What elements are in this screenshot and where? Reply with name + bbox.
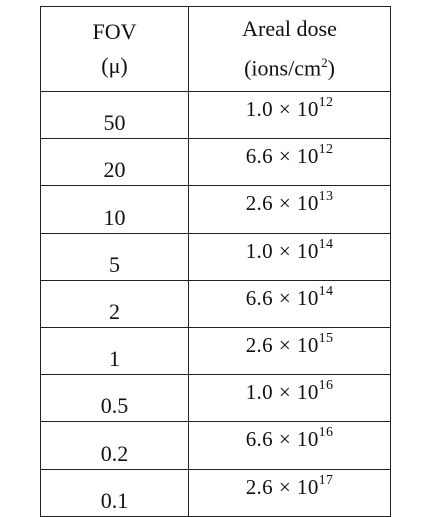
dose-exponent: 12 bbox=[318, 95, 334, 110]
dose-unit-exp: 2 bbox=[321, 55, 328, 71]
dose-exponent: 12 bbox=[318, 142, 334, 158]
table-row: 50 1.0 × 1012 bbox=[40, 90, 391, 140]
dose-value: 2.6 × 1015 bbox=[188, 326, 391, 376]
dose-unit-close: ) bbox=[327, 55, 335, 81]
dose-exponent: 15 bbox=[318, 330, 334, 346]
fov-value: 0.5 bbox=[40, 374, 189, 423]
dose-exponent: 14 bbox=[318, 236, 334, 252]
dose-unit-base: (ions/cm bbox=[244, 55, 322, 81]
fov-dose-table: FOV (μ) Areal dose (ions/cm2) 50 1.0 × 1012… bbox=[40, 6, 391, 517]
times-sign: × bbox=[278, 380, 292, 405]
times-sign: × bbox=[278, 238, 292, 263]
dose-mantissa: 6.6 bbox=[245, 427, 273, 452]
table-row: 0.1 2.6 × 1017 bbox=[40, 468, 391, 517]
dose-mantissa: 6.6 bbox=[245, 144, 273, 169]
table-row: 5 1.0 × 1014 bbox=[40, 232, 391, 281]
times-sign: × bbox=[278, 191, 292, 216]
dose-exponent: 16 bbox=[318, 425, 334, 441]
table-row: 10 2.6 × 1013 bbox=[40, 185, 391, 234]
fov-value: 0.1 bbox=[40, 468, 189, 517]
dose-header-line1: Areal dose bbox=[242, 16, 337, 42]
fov-header-line2: (μ) bbox=[101, 53, 128, 78]
dose-base: 10 bbox=[297, 380, 319, 405]
dose-value: 6.6 × 1012 bbox=[188, 138, 391, 187]
dose-value: 1.0 × 1016 bbox=[188, 374, 391, 423]
dose-exponent: 17 bbox=[318, 472, 334, 488]
fov-value: 20 bbox=[40, 138, 189, 187]
fov-value: 5 bbox=[40, 232, 189, 281]
table-row: 0.2 6.6 × 1016 bbox=[40, 421, 391, 470]
dose-exponent: 14 bbox=[318, 283, 334, 299]
dose-header: Areal dose (ions/cm2) bbox=[188, 6, 391, 92]
dose-base: 10 bbox=[297, 427, 319, 452]
fov-value: 0.2 bbox=[40, 421, 189, 470]
dose-base: 10 bbox=[297, 144, 319, 169]
dose-mantissa: 2.6 bbox=[245, 191, 273, 216]
times-sign: × bbox=[278, 474, 292, 499]
fov-value: 10 bbox=[40, 185, 189, 234]
dose-header-unit: (ions/cm2) bbox=[189, 46, 390, 85]
fov-value: 50 bbox=[40, 90, 189, 140]
dose-exponent: 16 bbox=[318, 378, 334, 394]
dose-value: 1.0 × 1014 bbox=[188, 232, 391, 281]
dose-exponent: 13 bbox=[318, 189, 334, 205]
dose-base: 10 bbox=[297, 97, 319, 121]
table-row: 0.5 1.0 × 1016 bbox=[40, 374, 391, 423]
dose-mantissa: 2.6 bbox=[245, 332, 273, 357]
dose-value: 2.6 × 1017 bbox=[188, 468, 391, 517]
fov-header-line1: FOV bbox=[92, 19, 137, 44]
dose-base: 10 bbox=[297, 474, 319, 499]
times-sign: × bbox=[278, 332, 292, 357]
times-sign: × bbox=[278, 97, 292, 121]
table-row: 2 6.6 × 1014 bbox=[40, 279, 391, 328]
table-row: 20 6.6 × 1012 bbox=[40, 138, 391, 187]
table-row: 1 2.6 × 1015 bbox=[40, 326, 391, 376]
times-sign: × bbox=[278, 285, 292, 310]
fov-header: FOV (μ) bbox=[40, 6, 189, 92]
dose-value: 6.6 × 1016 bbox=[188, 421, 391, 470]
dose-value: 1.0 × 1012 bbox=[188, 90, 391, 140]
fov-value: 1 bbox=[40, 326, 189, 376]
table-body: 50 1.0 × 1012 20 6.6 × 1012 10 2.6 × 1013 5 1.0 × 1014 2… bbox=[40, 90, 391, 517]
dose-base: 10 bbox=[297, 332, 319, 357]
table-header-row: FOV (μ) Areal dose (ions/cm2) bbox=[40, 6, 391, 92]
dose-mantissa: 1.0 bbox=[245, 380, 273, 405]
dose-mantissa: 1.0 bbox=[245, 97, 273, 121]
dose-base: 10 bbox=[297, 238, 319, 263]
dose-mantissa: 2.6 bbox=[245, 474, 273, 499]
dose-value: 6.6 × 1014 bbox=[188, 279, 391, 328]
dose-base: 10 bbox=[297, 191, 319, 216]
dose-mantissa: 6.6 bbox=[245, 285, 273, 310]
times-sign: × bbox=[278, 427, 292, 452]
fov-value: 2 bbox=[40, 279, 189, 328]
dose-mantissa: 1.0 bbox=[245, 238, 273, 263]
times-sign: × bbox=[278, 144, 292, 169]
dose-value: 2.6 × 1013 bbox=[188, 185, 391, 234]
dose-base: 10 bbox=[297, 285, 319, 310]
